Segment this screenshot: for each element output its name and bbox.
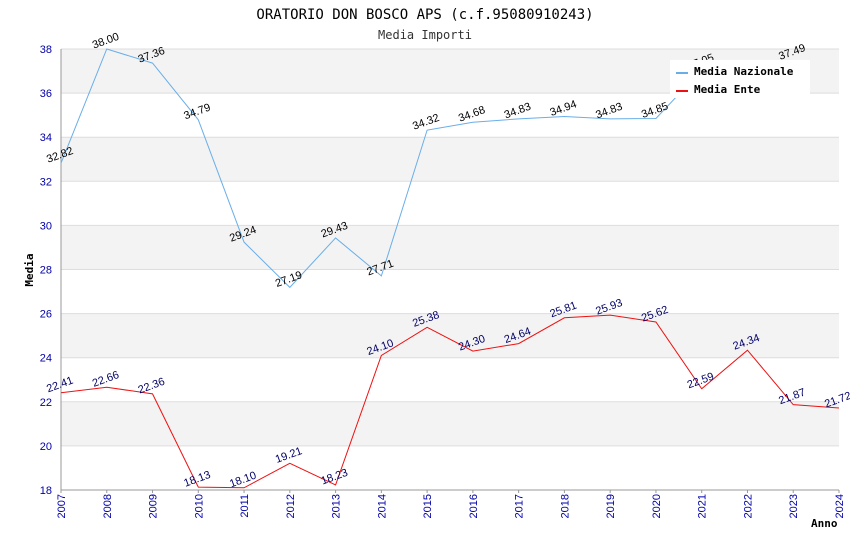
y-tick-label: 38 (40, 44, 52, 56)
chart-subtitle: Media Importi (378, 28, 472, 42)
x-tick-label: 2023 (788, 494, 800, 518)
y-tick-label: 20 (40, 441, 52, 453)
x-tick-label: 2022 (742, 494, 754, 518)
x-tick-label: 2015 (422, 494, 434, 518)
y-tick-label: 36 (40, 88, 52, 100)
grid-band (61, 137, 839, 182)
x-tick-label: 2019 (605, 494, 617, 518)
y-tick-label: 32 (40, 176, 52, 188)
x-tick-label: 2012 (285, 494, 297, 518)
x-tick-label: 2024 (834, 494, 846, 518)
x-tick-label: 2009 (148, 494, 160, 518)
y-axis-ticks: 18 20 22 24 26 28 30 32 34 36 38 (40, 44, 52, 497)
x-tick-label: 2017 (514, 494, 526, 518)
y-tick-label: 26 (40, 309, 52, 321)
y-tick-label: 34 (40, 132, 52, 144)
legend: Media Nazionale Media Ente (670, 60, 810, 98)
grid-band (61, 93, 839, 138)
chart-title: ORATORIO DON BOSCO APS (c.f.95080910243) (256, 7, 593, 23)
x-tick-label: 2008 (102, 494, 114, 518)
series-line-media-ente (60, 314, 840, 489)
y-tick-label: 24 (40, 353, 52, 365)
x-tick-label: 2021 (697, 494, 709, 518)
grid-bands (61, 49, 839, 490)
y-tick-label: 22 (40, 397, 52, 409)
data-label: 38.00 (91, 31, 121, 52)
grid-lines (60, 48, 839, 491)
grid-band (61, 225, 839, 270)
grid-band (61, 269, 839, 314)
grid-band (61, 313, 839, 358)
x-tick-label: 2013 (331, 494, 343, 518)
x-tick-label: 2014 (376, 494, 388, 518)
grid-band (61, 181, 839, 226)
legend-label-media-nazionale: Media Nazionale (694, 65, 794, 78)
grid-band (61, 357, 839, 402)
legend-label-media-ente: Media Ente (694, 83, 761, 96)
x-tick-label: 2016 (468, 494, 480, 518)
x-axis-label: Anno (811, 517, 838, 530)
y-tick-label: 30 (40, 220, 52, 232)
y-tick-label: 18 (40, 485, 52, 497)
x-tick-label: 2010 (193, 494, 205, 518)
grid-band (61, 445, 839, 490)
legend-box (670, 60, 810, 98)
x-tick-label: 2020 (651, 494, 663, 518)
x-tick-label: 2018 (559, 494, 571, 518)
x-tick-label: 2011 (239, 494, 251, 518)
y-axis-label: Media (23, 253, 36, 286)
x-axis-ticks: 2007 2008 2009 2010 2011 2012 2013 2014 2015 2016… (56, 490, 846, 518)
grid-band (61, 401, 839, 446)
y-tick-label: 28 (40, 265, 52, 277)
x-tick-label: 2007 (56, 494, 68, 518)
